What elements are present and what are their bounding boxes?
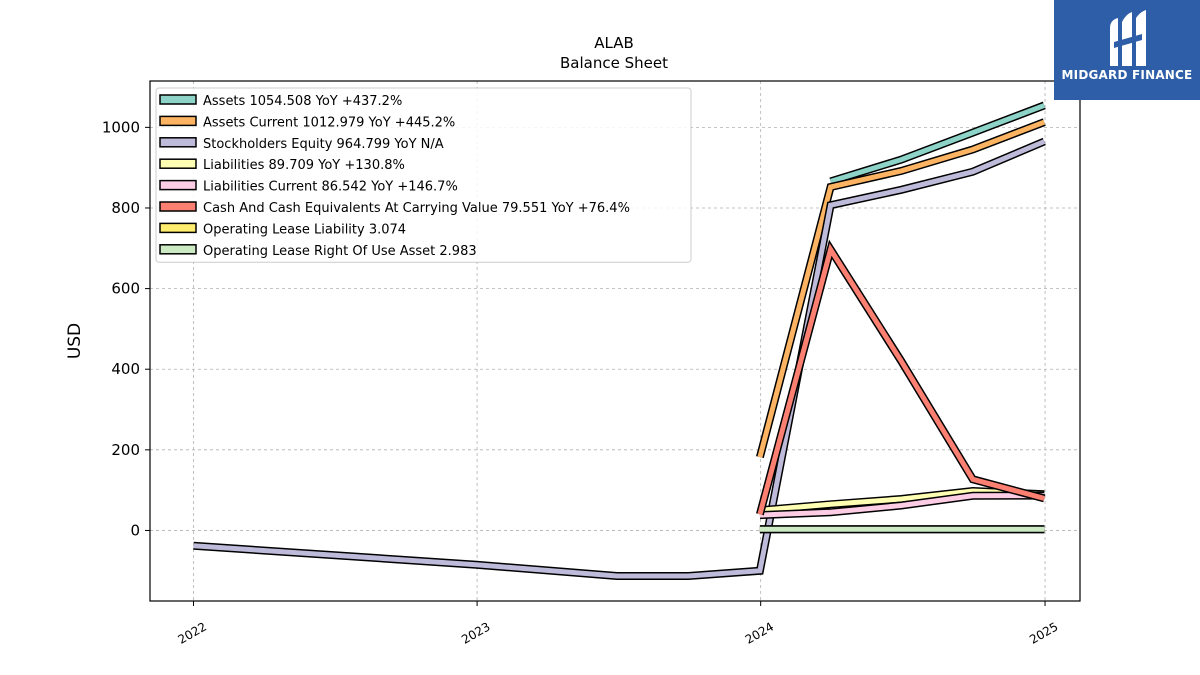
legend-swatch xyxy=(159,222,197,234)
plot-frame xyxy=(149,80,1081,602)
legend-swatch xyxy=(159,244,197,255)
double-pillar-m-logo-icon xyxy=(1110,10,1146,66)
legend-swatch xyxy=(159,115,197,127)
legend-label: Assets 1054.508 YoY +437.2% xyxy=(203,94,402,109)
legend-label: Cash And Cash Equivalents At Carrying Va… xyxy=(203,201,630,216)
series-line xyxy=(759,491,1045,520)
series-line-core xyxy=(759,493,1045,518)
x-tick-label: 2023 xyxy=(459,619,492,646)
y-axis-label: USD xyxy=(65,323,85,359)
series-line-core xyxy=(757,119,1046,458)
y-tick-label: 400 xyxy=(111,360,140,378)
series-line-core xyxy=(193,139,1046,579)
legend-swatch xyxy=(159,179,197,191)
legend-swatch xyxy=(159,94,197,105)
legend-label: Liabilities Current 86.542 YoY +146.7% xyxy=(203,180,458,195)
y-tick-label: 600 xyxy=(111,280,140,298)
y-tick-label: 200 xyxy=(111,441,140,459)
brand-logo: MIDGARD FINANCE xyxy=(1054,0,1200,100)
brand-name: MIDGARD FINANCE xyxy=(1061,68,1193,82)
legend-label: Operating Lease Right Of Use Asset 2.983 xyxy=(203,244,477,259)
y-tick-label: 800 xyxy=(111,199,140,217)
legend-box xyxy=(155,87,692,263)
legend-label: Operating Lease Liability 3.074 xyxy=(203,222,406,237)
x-tick-label: 2022 xyxy=(176,619,209,646)
series-line xyxy=(756,239,1046,516)
chart-title: ALAB xyxy=(594,34,634,52)
legend-swatch xyxy=(159,158,197,169)
legend-swatch xyxy=(159,201,197,212)
chart-subtitle: Balance Sheet xyxy=(560,54,668,72)
series-line-core xyxy=(757,243,1045,515)
legend-label: Liabilities 89.709 YoY +130.8% xyxy=(203,158,405,173)
legend-label: Assets Current 1012.979 YoY +445.2% xyxy=(203,115,455,130)
y-tick-label: 0 xyxy=(130,521,140,539)
series-line xyxy=(756,118,1046,459)
x-tick-label: 2024 xyxy=(743,619,776,646)
y-tick-label: 1000 xyxy=(102,118,140,136)
series-line-core xyxy=(829,103,1046,184)
series-line xyxy=(193,137,1046,580)
legend-swatch xyxy=(159,137,197,148)
series-line xyxy=(829,101,1046,186)
x-tick-label: 2025 xyxy=(1027,619,1060,646)
legend-label: Stockholders Equity 964.799 YoY N/A xyxy=(203,137,444,152)
